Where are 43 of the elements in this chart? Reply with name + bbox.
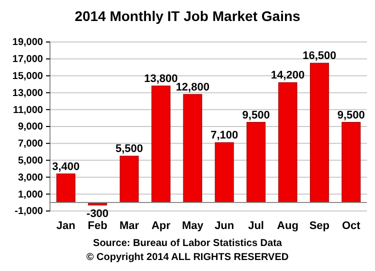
x-tick-label: Jan — [56, 220, 76, 232]
y-tick-label: 13,000 — [12, 88, 44, 99]
data-label: 9,500 — [242, 109, 270, 122]
bar — [278, 82, 298, 203]
data-label: -300 — [86, 208, 109, 220]
y-tick-label: 1,000 — [18, 189, 44, 200]
data-label: 7,100 — [210, 130, 238, 142]
x-tick-label: Apr — [151, 220, 172, 232]
data-label: 9,500 — [337, 109, 365, 122]
x-tick-label: Aug — [277, 220, 298, 232]
x-tick-label: Sep — [309, 220, 330, 232]
bar — [342, 122, 361, 203]
y-tick-label: 9,000 — [18, 122, 44, 133]
bar — [246, 122, 266, 203]
bar — [56, 174, 76, 203]
bar — [151, 86, 170, 203]
x-tick-label: May — [182, 220, 204, 232]
y-tick-label: 7,000 — [18, 138, 44, 150]
x-tick-label: Feb — [88, 220, 108, 232]
x-tick-label: Jun — [214, 220, 234, 232]
source-note: Source: Bureau of Labor Statistics Data — [93, 238, 282, 249]
x-tick-label: Oct — [342, 220, 361, 232]
y-tick-label: 5,000 — [18, 156, 44, 166]
x-tick-label: Mar — [119, 220, 140, 232]
bar — [183, 94, 202, 203]
bar — [214, 142, 234, 203]
bar — [120, 156, 139, 203]
y-tick-label: -1,000 — [14, 206, 44, 218]
data-label: 3,400 — [52, 160, 80, 173]
data-label: 12,800 — [176, 81, 210, 94]
data-label: 5,500 — [115, 143, 144, 156]
y-tick-label: 15,000 — [12, 71, 44, 82]
data-label: 16,500 — [302, 50, 336, 62]
bar — [310, 62, 329, 203]
y-tick-label: 3,000 — [18, 172, 44, 184]
x-tick-label: Jul — [248, 220, 264, 232]
y-tick-label: 19,000 — [12, 37, 44, 48]
y-tick-label: 17,000 — [12, 54, 44, 66]
data-label: 14,200 — [270, 70, 305, 82]
y-tick-label: 11,000 — [12, 104, 44, 116]
text: © Copyright 2014 ALL RIGHTS RESERVED — [86, 252, 289, 263]
data-label: 13,800 — [144, 72, 178, 85]
chart-title: 2014 Monthly IT Job Market Gains — [74, 8, 301, 24]
